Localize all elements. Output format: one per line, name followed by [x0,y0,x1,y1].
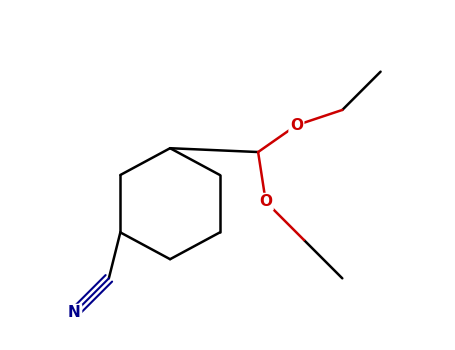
Text: O: O [290,118,303,133]
Text: O: O [259,194,272,209]
Text: N: N [68,305,81,320]
